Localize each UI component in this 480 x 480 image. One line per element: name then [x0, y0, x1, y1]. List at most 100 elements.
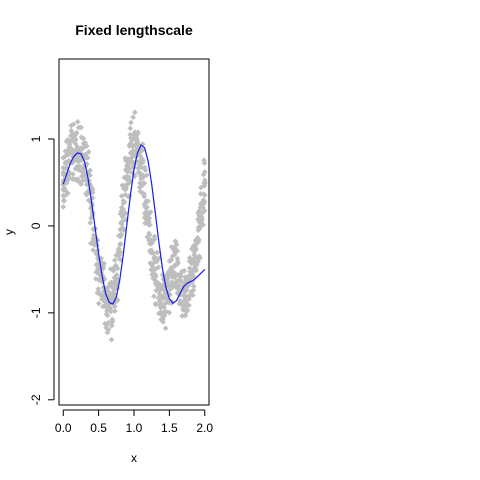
data-point [64, 190, 71, 197]
y-tick-label: -1 [29, 307, 43, 318]
y-tick-label: 0 [29, 222, 43, 229]
data-point [196, 253, 203, 260]
data-point [145, 198, 151, 205]
data-point [65, 149, 72, 156]
data-point [151, 233, 158, 240]
data-point [63, 164, 70, 171]
data-point [146, 215, 152, 222]
data-point [154, 249, 161, 256]
data-point [67, 144, 74, 151]
data-point [198, 214, 205, 220]
x-tick-label: 1.0 [126, 421, 143, 435]
data-point [127, 125, 134, 132]
data-point [147, 209, 154, 215]
data-point [105, 319, 112, 326]
data-point [139, 172, 146, 178]
data-point [74, 118, 81, 125]
data-point [73, 129, 80, 136]
data-point [197, 204, 204, 211]
data-point [116, 256, 123, 262]
data-point [166, 309, 173, 316]
data-point [115, 232, 122, 239]
data-point [174, 248, 181, 254]
data-point [175, 260, 181, 267]
data-point [90, 235, 97, 242]
data-point [130, 114, 136, 121]
data-point [139, 147, 146, 154]
data-point [76, 163, 83, 170]
data-point [96, 289, 103, 296]
data-point [104, 312, 111, 319]
data-point [120, 206, 127, 212]
data-point [167, 257, 174, 264]
data-point [114, 265, 121, 272]
data-point [111, 291, 118, 298]
data-point [143, 172, 150, 179]
data-point [108, 336, 115, 343]
data-point [113, 272, 120, 278]
x-tick-label: 0.5 [90, 421, 107, 435]
data-point [109, 316, 116, 323]
data-point [201, 207, 208, 214]
data-point [95, 300, 102, 307]
data-point [79, 145, 86, 152]
data-point [152, 271, 159, 278]
data-point [144, 204, 150, 211]
y-axis: -2 -1 0 1 [29, 135, 55, 405]
data-point [80, 135, 87, 142]
fit-line [62, 144, 206, 306]
data-point [78, 124, 84, 131]
data-point [195, 227, 202, 234]
data-point [128, 119, 134, 126]
y-axis-label: y [2, 229, 16, 235]
data-point [135, 129, 141, 136]
data-point [200, 200, 207, 207]
data-point [139, 156, 145, 162]
data-point [89, 187, 96, 193]
data-point [200, 171, 207, 178]
data-point [117, 241, 124, 248]
data-point [183, 302, 190, 309]
data-point [195, 237, 202, 243]
fitted-curve [62, 144, 206, 306]
data-point [122, 210, 129, 216]
data-point [146, 230, 152, 237]
data-point [164, 277, 171, 283]
x-axis-label: x [131, 451, 137, 465]
data-point [111, 303, 118, 310]
y-tick-label: 1 [29, 135, 43, 142]
data-point [162, 325, 169, 332]
data-point [132, 109, 138, 116]
data-point [114, 276, 121, 282]
data-point [155, 295, 162, 301]
data-point [111, 257, 118, 264]
data-point [100, 263, 107, 270]
data-point [70, 171, 76, 177]
data-point [121, 199, 128, 206]
data-point [108, 308, 114, 315]
data-point [183, 287, 190, 293]
data-point [201, 157, 207, 164]
data-point [125, 163, 132, 170]
x-tick-label: 2.0 [196, 421, 213, 435]
data-point [84, 188, 91, 195]
data-point [195, 258, 201, 265]
data-point [68, 127, 75, 134]
data-point [161, 304, 167, 311]
data-point [112, 308, 118, 314]
data-point [138, 164, 145, 171]
data-point [142, 167, 149, 173]
plot-frame [58, 58, 210, 406]
data-point [193, 246, 199, 252]
data-point [161, 312, 168, 319]
data-point [183, 308, 190, 315]
data-point [152, 301, 159, 308]
data-point [150, 250, 157, 257]
data-point [105, 326, 112, 333]
data-point [172, 238, 179, 245]
data-point [179, 301, 185, 307]
data-point [135, 169, 142, 176]
data-point [190, 287, 197, 293]
data-point [116, 248, 123, 255]
